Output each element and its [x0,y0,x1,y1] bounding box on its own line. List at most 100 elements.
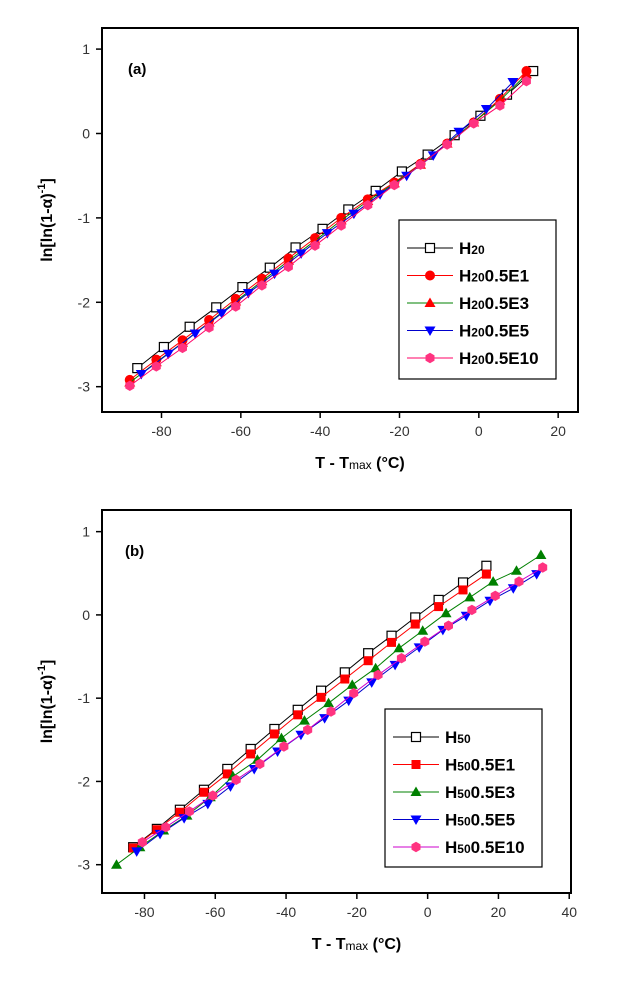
legend-marker [411,760,421,769]
x-axis-label-sub: max [349,458,372,472]
x-tick-label: 20 [550,423,566,439]
data-point [434,602,444,612]
y-tick-label: 0 [82,125,90,141]
data-point [199,787,209,797]
data-point [442,139,452,150]
data-point [184,321,195,332]
data-point [410,619,420,629]
data-point [224,782,236,792]
data-point [298,715,310,725]
panel-label: (b) [125,543,144,560]
legend-item: H500.5E5 [393,811,515,830]
y-tick-label: -2 [78,294,91,310]
legend-label-sub: 20 [471,353,485,367]
data-point [363,656,373,666]
legend-label: H500.5E1 [445,756,515,775]
data-point [374,190,386,200]
plot-frame [101,509,572,894]
x-tick-label: 40 [561,904,577,920]
data-point [401,171,413,182]
legend-item: H200.5E1 [407,267,529,286]
data-point [242,289,254,299]
data-point [316,692,326,702]
data-point [413,643,425,653]
y-axis-label-main: ln[ln(1-α) [39,675,56,743]
legend-label-rest: 0.5E3 [471,783,515,802]
data-point [495,100,505,111]
y-tick-label: 0 [82,607,90,623]
legend-label-sub: 50 [457,787,471,801]
data-point [396,653,406,664]
data-point [346,679,358,689]
data-point [189,329,201,340]
data-point [151,361,161,372]
data-point [295,249,307,259]
legend-label: H500.5E10 [445,838,525,857]
x-tick-label: -20 [389,423,409,439]
data-point [231,301,241,312]
data-point [510,565,522,575]
data-point [348,209,360,220]
legend-label: H500.5E3 [445,783,515,802]
data-point [535,549,547,559]
data-point [444,620,453,631]
data-point [469,118,479,129]
legend-label-rest: 0.5E10 [471,838,525,857]
data-point [538,562,548,573]
y-tick-label: 1 [82,41,90,57]
x-axis-label-unit: (°C) [368,936,401,953]
data-point [453,127,465,138]
legend-label-sub: 20 [471,271,485,285]
legend-marker [411,841,421,853]
data-point [460,611,472,622]
series-line [132,573,487,849]
x-tick-label: 20 [491,904,507,920]
data-point [340,674,350,684]
data-point [269,729,279,739]
legend-label-rest: 0.5E5 [471,811,515,830]
data-point [137,837,147,848]
legend-label-h: H [459,239,471,258]
legend-item: H500.5E1 [393,756,515,775]
legend-item: H500.5E3 [393,783,515,802]
legend-label-h: H [445,783,457,802]
legend-label-h: H [445,838,457,857]
y-tick-label: -1 [78,690,91,706]
data-point [175,807,185,817]
series-line [129,80,527,387]
data-point [396,166,407,177]
data-point [202,799,214,810]
data-point [255,758,265,770]
data-point [246,749,256,759]
data-point [440,607,452,618]
panel-b: -80 -60 -40 -20 0 20 40 1 0 -1 -2 -3 (b) T - Tmax (°C… [36,509,577,953]
data-point [464,591,476,602]
series-H200.5E10 [125,76,531,391]
panel-label: (a) [128,61,146,78]
data-point [389,660,401,671]
legend-label: H500.5E5 [445,811,515,830]
y-axis-label-end: ] [39,660,56,665]
data-point [178,342,187,354]
y-axis-label: ln[ln(1-α)-1] [36,660,56,744]
data-point [481,560,492,571]
data-point [387,637,397,647]
data-point [310,240,320,251]
legend-label-sub: 20 [471,298,485,312]
data-point [257,280,267,291]
legend-label-sub: 50 [457,760,471,774]
data-point [514,576,524,587]
legend-label-sub: 20 [471,243,485,257]
data-point [321,229,333,239]
x-tick-label: 0 [424,904,432,920]
data-point [323,697,335,708]
legend-label-sub: 20 [471,326,485,340]
legend-marker [424,297,436,307]
x-tick-label: -80 [151,423,171,439]
legend-marker [424,242,436,254]
legend-label-h: H [459,294,471,313]
y-tick-label: -2 [78,773,91,789]
legend-label-sub: 50 [457,732,471,746]
plot-frame [101,27,579,413]
